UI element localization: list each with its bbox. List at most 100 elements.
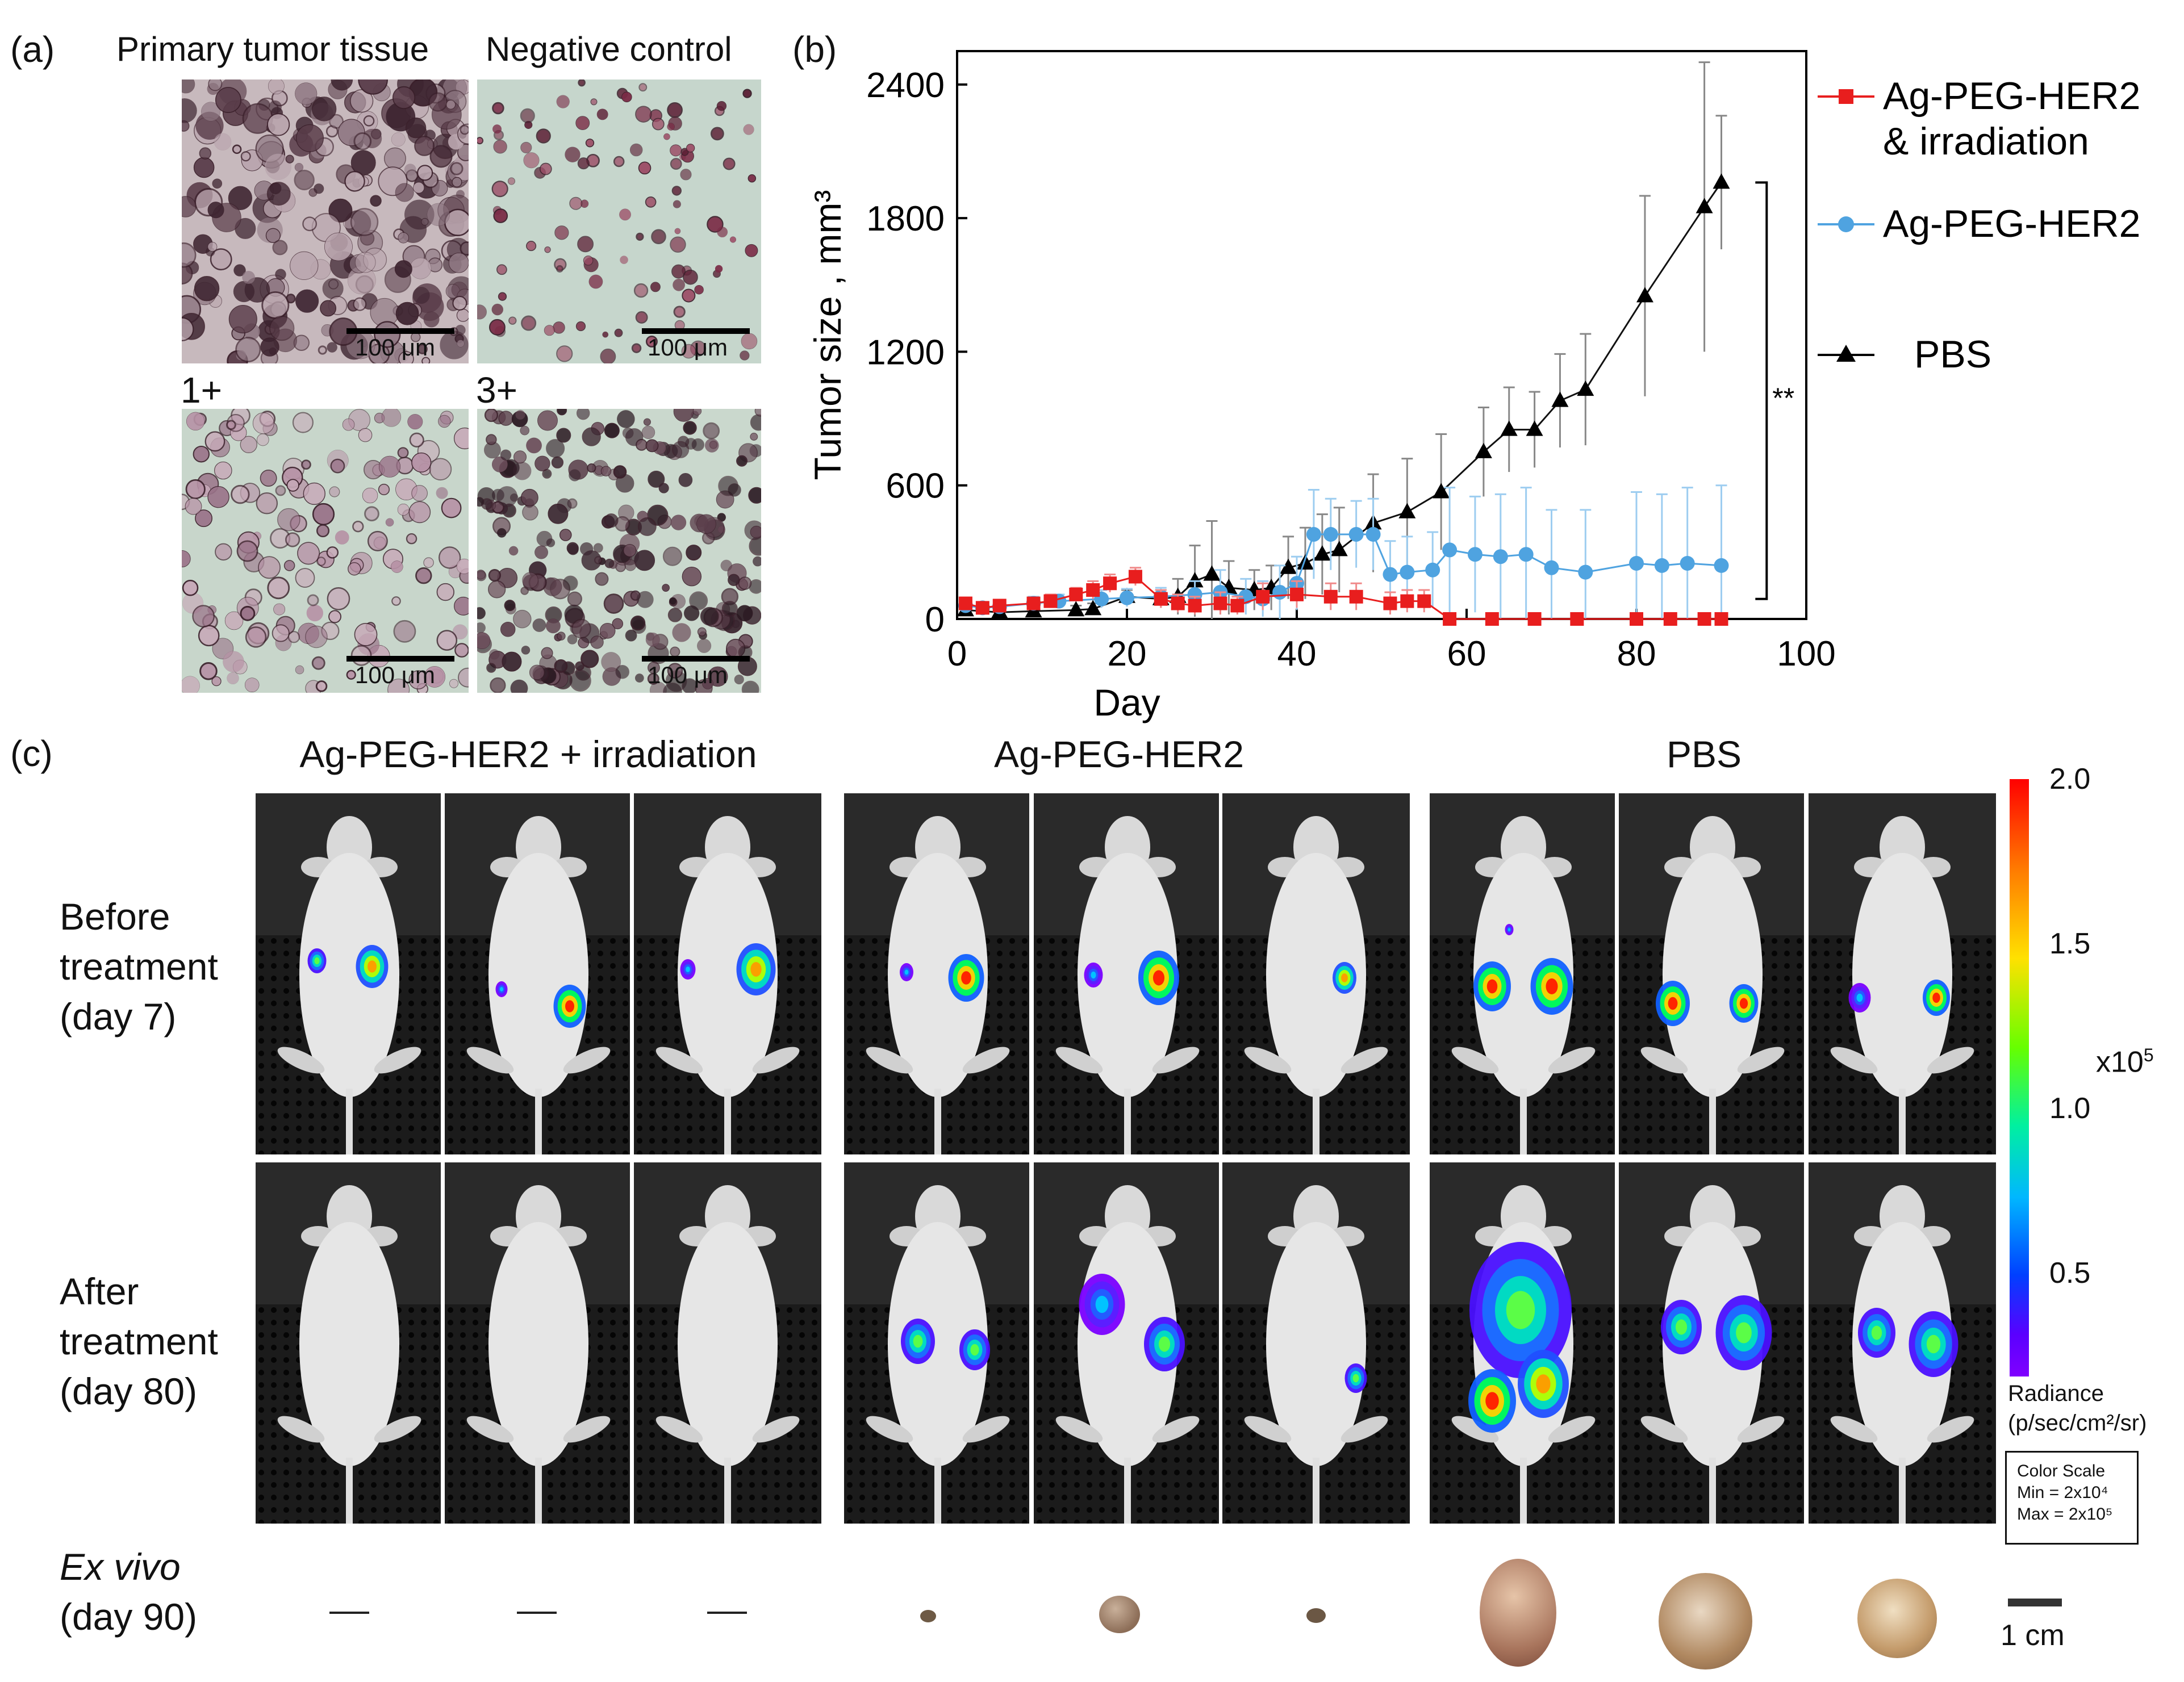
data-point bbox=[1213, 596, 1227, 610]
mouse-image-after-1-1 bbox=[254, 1161, 442, 1525]
colorbar-multiplier-base: x10 bbox=[2096, 1045, 2144, 1079]
luminescence-signal bbox=[1473, 961, 1511, 1011]
data-point bbox=[1578, 564, 1593, 580]
y-tick-label: 1800 bbox=[866, 199, 945, 239]
mouse-body bbox=[1640, 1185, 1785, 1524]
mouse-body bbox=[277, 816, 421, 1154]
luminescence-signal bbox=[959, 1329, 990, 1370]
data-point bbox=[1188, 599, 1202, 613]
data-point bbox=[1500, 420, 1518, 436]
colorbar-multiplier-exp: 5 bbox=[2143, 1045, 2154, 1065]
mouse-body bbox=[1830, 816, 1974, 1154]
significance-bracket bbox=[1755, 181, 1768, 600]
legend-marker bbox=[1838, 216, 1854, 232]
data-point bbox=[1696, 198, 1713, 214]
y-tick-label: 1200 bbox=[866, 333, 945, 372]
color-scale-min: Min = 2x10⁴ bbox=[2017, 1483, 2108, 1502]
data-point bbox=[1551, 391, 1569, 407]
scalebar-1 bbox=[346, 328, 454, 334]
mouse-image-before-3-1 bbox=[1429, 792, 1616, 1156]
scalebar-3 bbox=[346, 656, 454, 662]
data-point bbox=[1383, 596, 1397, 610]
data-point bbox=[1120, 590, 1134, 605]
luminescence-signal bbox=[1923, 980, 1950, 1016]
mouse-image-after-1-2 bbox=[444, 1161, 631, 1525]
exvivo-tumor-8 bbox=[1659, 1573, 1752, 1670]
group-title-ag-peg-her2: Ag-PEG-HER2 bbox=[993, 733, 1245, 775]
mouse-body bbox=[655, 816, 800, 1154]
scalebar-2 bbox=[642, 328, 750, 334]
luminescence-signal bbox=[1729, 984, 1759, 1023]
legend-label: & irradiation bbox=[1883, 120, 2089, 163]
colorbar-multiplier: x105 bbox=[2096, 1045, 2154, 1079]
data-point bbox=[1323, 589, 1338, 604]
histo-title-negative: Negative control bbox=[486, 30, 732, 68]
data-point bbox=[1348, 526, 1364, 542]
mouse-image-before-1-2 bbox=[444, 792, 631, 1156]
data-point bbox=[1570, 612, 1584, 626]
exvivo-none-2 bbox=[517, 1612, 557, 1614]
y-axis-label: Tumor size , mm³ bbox=[807, 190, 849, 480]
series-circle bbox=[958, 484, 1729, 619]
data-point bbox=[1654, 558, 1669, 573]
luminescence-signal bbox=[1144, 1317, 1185, 1371]
histology-primary-tumor-image bbox=[182, 80, 469, 363]
mouse-image-before-3-2 bbox=[1618, 792, 1805, 1156]
mouse-image-before-1-1 bbox=[254, 792, 442, 1156]
luminescence-signal bbox=[356, 945, 389, 988]
data-point bbox=[1296, 554, 1314, 570]
x-tick-label: 20 bbox=[1108, 634, 1147, 673]
mouse-image-before-1-3 bbox=[633, 792, 822, 1156]
x-tick-label: 60 bbox=[1447, 634, 1486, 673]
histology-3plus-image bbox=[477, 409, 761, 693]
data-point bbox=[1577, 380, 1594, 396]
data-point bbox=[1186, 572, 1204, 588]
data-point bbox=[1067, 601, 1085, 617]
x-tick-label: 0 bbox=[947, 634, 967, 673]
data-point bbox=[1630, 612, 1643, 626]
luminescence-signal bbox=[1469, 1242, 1572, 1378]
legend-label: Ag-PEG-HER2 bbox=[1883, 74, 2140, 118]
data-point bbox=[1290, 587, 1304, 601]
data-point bbox=[1400, 564, 1415, 580]
data-point bbox=[1203, 565, 1221, 581]
data-point bbox=[1544, 560, 1559, 575]
series-line bbox=[965, 182, 1722, 613]
legend-marker bbox=[1836, 345, 1856, 362]
mouse-image-after-3-2 bbox=[1618, 1161, 1805, 1525]
row-label-after: After treatment (day 80) bbox=[60, 1266, 218, 1416]
chart-svg: 0 600 1200 1800 2400 0 20 40 60 80 100 Day Tumor siz… bbox=[807, 50, 2140, 723]
exvivo-tumor-6 bbox=[1306, 1608, 1326, 1623]
data-point bbox=[1442, 542, 1458, 558]
grade-3plus-label: 3+ bbox=[476, 370, 517, 411]
radiance-label-1: Radiance bbox=[2008, 1381, 2104, 1406]
data-point bbox=[1365, 526, 1381, 542]
data-point bbox=[1026, 596, 1041, 610]
grade-1plus-label: 1+ bbox=[181, 370, 222, 411]
color-scale-max: Max = 2x10⁵ bbox=[2017, 1505, 2113, 1524]
radiance-label: Radiance (p/sec/cm²/sr) bbox=[2008, 1379, 2147, 1438]
data-point bbox=[1398, 503, 1416, 518]
data-point bbox=[1323, 526, 1338, 542]
data-point bbox=[1417, 594, 1431, 608]
panel-a-label: (a) bbox=[10, 29, 55, 70]
panel-c-label: (c) bbox=[10, 733, 53, 774]
luminescence-signal bbox=[1656, 981, 1690, 1026]
data-point bbox=[992, 599, 1007, 613]
x-axis-label: Day bbox=[1093, 681, 1160, 723]
mouse-body bbox=[1640, 816, 1785, 1154]
legend-entry: PBS bbox=[1818, 333, 1991, 376]
x-tick-label: 80 bbox=[1617, 634, 1656, 673]
luminescence-signal bbox=[736, 943, 776, 995]
data-point bbox=[1629, 555, 1644, 571]
luminescence-signal bbox=[948, 954, 984, 1002]
x-tick-label: 40 bbox=[1277, 634, 1317, 673]
exvivo-tumor-4 bbox=[920, 1610, 936, 1622]
histology-negative-control-image bbox=[477, 80, 761, 363]
mouse-image-before-2-3 bbox=[1221, 792, 1411, 1156]
data-point bbox=[1697, 612, 1711, 626]
histo-title-primary: Primary tumor tissue bbox=[116, 30, 429, 68]
row-label-exvivo: Ex vivo (day 90) bbox=[60, 1542, 197, 1642]
cm-scalebar-label: 1 cm bbox=[2001, 1619, 2065, 1652]
luminescence-signal bbox=[1344, 1363, 1367, 1393]
